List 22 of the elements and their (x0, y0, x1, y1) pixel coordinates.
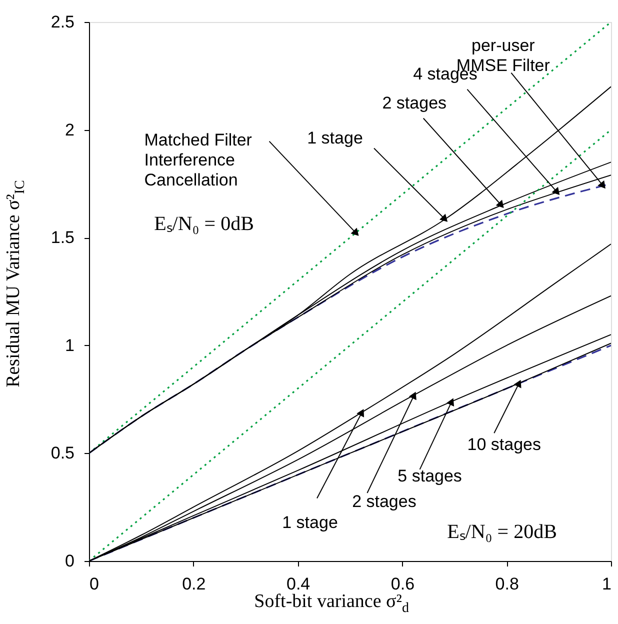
x-tick-label: 0.6 (390, 574, 415, 594)
annotation: 5 stages (398, 466, 462, 486)
y-axis-title: Residual MU Variance σ²IC (3, 180, 28, 388)
y-tick-label: 2.5 (50, 12, 74, 32)
y-tick-label: 1.5 (50, 228, 74, 248)
annotation: Eₛ/N₀ = 20dB (447, 521, 557, 543)
x-tick-label: 0.2 (182, 574, 206, 594)
x-tick-label: 0.4 (286, 574, 310, 594)
annotation: 1 stage (282, 513, 338, 532)
annotation: 2 stages (382, 93, 447, 112)
x-tick-label: 0 (90, 574, 99, 594)
annotation: 1 stage (307, 128, 363, 148)
annotation: Matched Filter Interference Cancellation (144, 130, 252, 190)
y-tick-label: 1 (65, 336, 74, 355)
x-tick-label: 1 (602, 574, 612, 594)
y-tick-label: 0 (65, 552, 74, 570)
annotation: Eₛ/N₀ = 0dB (154, 213, 254, 235)
y-tick-label: 2 (65, 120, 74, 140)
x-tick-label: 0.8 (495, 574, 519, 594)
annotation: 2 stages (352, 492, 416, 511)
annotation: 10 stages (467, 435, 541, 454)
y-tick-label: 0.5 (50, 444, 74, 463)
